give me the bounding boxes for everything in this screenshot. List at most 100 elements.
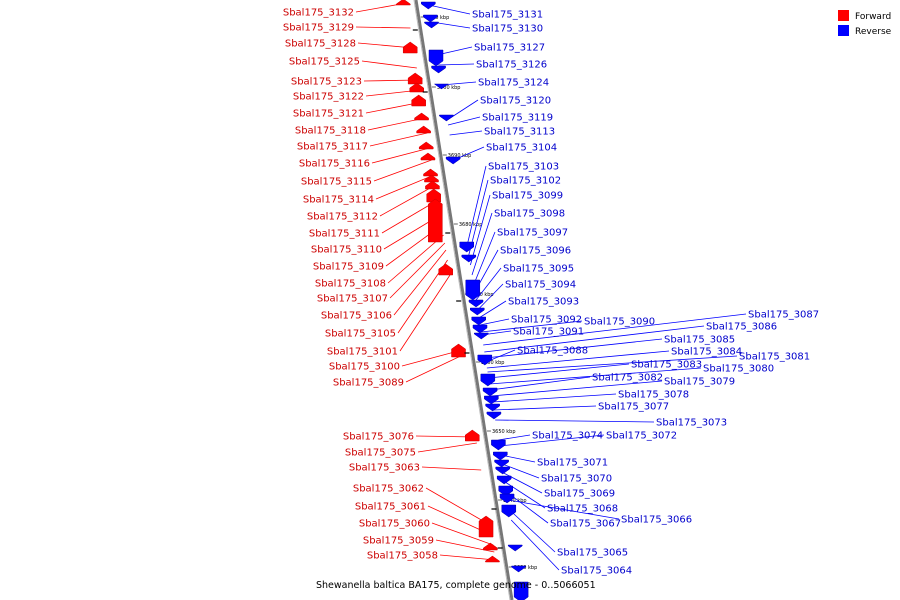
reverse-gene-label: Sbal175_3072 <box>606 431 677 442</box>
reverse-connector <box>510 519 560 571</box>
forward-gene-label: Sbal175_3060 <box>359 519 430 530</box>
forward-gene-label: Sbal175_3059 <box>363 536 434 547</box>
reverse-gene <box>433 83 450 90</box>
forward-gene <box>414 112 429 121</box>
reverse-gene <box>482 387 498 397</box>
forward-gene-label: Sbal175_3063 <box>349 463 420 474</box>
forward-gene <box>428 198 443 243</box>
forward-gene-label: Sbal175_3132 <box>283 8 354 19</box>
reverse-connector <box>477 283 504 311</box>
forward-gene <box>416 125 431 134</box>
reverse-connector <box>487 355 738 373</box>
forward-gene-label: Sbal175_3121 <box>293 109 364 120</box>
reverse-gene-label: Sbal175_3074 <box>532 431 603 442</box>
gene-labels: Sbal175_3132 Sbal175_3129 Sbal175_3128 Sbal… <box>283 8 819 577</box>
forward-gene-label: Sbal175_3089 <box>333 378 404 389</box>
legend-forward-label: Forward <box>855 12 891 22</box>
forward-connector <box>421 466 482 471</box>
forward-connector <box>417 442 477 453</box>
reverse-connector <box>507 499 620 520</box>
forward-gene-label: Sbal175_3101 <box>327 347 398 358</box>
reverse-connector <box>502 463 540 479</box>
forward-gene <box>438 263 453 276</box>
reverse-gene <box>499 493 515 504</box>
reverse-gene <box>423 14 438 23</box>
reverse-gene <box>493 451 508 461</box>
reverse-gene-label: Sbal175_3120 <box>480 96 551 107</box>
reverse-gene-label: Sbal175_3094 <box>505 280 576 291</box>
forward-connector <box>369 132 428 147</box>
reverse-gene <box>484 395 499 405</box>
reverse-connector <box>500 454 536 463</box>
reverse-gene-label: Sbal175_3091 <box>513 327 584 338</box>
reverse-gene-label: Sbal175_3119 <box>482 113 553 124</box>
forward-gene <box>451 343 466 358</box>
reverse-gene-label: Sbal175_3073 <box>656 418 727 429</box>
reverse-gene <box>511 565 526 573</box>
reverse-connector <box>475 267 502 301</box>
reverse-gene <box>465 279 481 301</box>
reverse-gene-label: Sbal175_3081 <box>739 352 810 363</box>
reverse-gene <box>445 156 461 165</box>
forward-gene-label: Sbal175_3122 <box>293 92 364 103</box>
reverse-connector <box>483 313 747 346</box>
forward-connector <box>375 174 435 200</box>
reverse-gene <box>495 466 510 475</box>
forward-gene-label: Sbal175_3125 <box>289 57 360 68</box>
forward-connector <box>431 522 494 546</box>
reverse-gene-label: Sbal175_3079 <box>664 377 735 388</box>
reverse-gene <box>498 485 514 497</box>
reverse-gene <box>471 316 486 326</box>
reverse-gene-label: Sbal175_3067 <box>550 519 621 530</box>
reverse-gene <box>494 459 509 468</box>
tick-label: 3690 kbp <box>448 153 472 159</box>
forward-gene <box>483 542 498 551</box>
reverse-gene-label: Sbal175_3092 <box>511 315 582 326</box>
forward-gene-label: Sbal175_3061 <box>355 502 426 513</box>
forward-gene <box>424 174 439 183</box>
forward-gene-label: Sbal175_3123 <box>291 77 362 88</box>
reverse-gene <box>477 354 493 366</box>
forward-gene <box>409 82 425 93</box>
reverse-gene-label: Sbal175_3103 <box>488 162 559 173</box>
reverse-gene-label: Sbal175_3086 <box>706 322 777 333</box>
forward-connector <box>361 60 417 69</box>
forward-gene <box>423 168 438 177</box>
reverse-gene-label: Sbal175_3082 <box>592 373 663 384</box>
forward-connector <box>373 159 432 182</box>
reverse-connector <box>490 376 591 391</box>
reverse-connector <box>485 338 663 359</box>
forward-gene <box>418 141 434 150</box>
forward-gene-label: Sbal175_3128 <box>285 39 356 50</box>
reverse-gene-label: Sbal175_3127 <box>474 43 545 54</box>
reverse-gene <box>496 475 512 485</box>
forward-gene-label: Sbal175_3107 <box>317 294 388 305</box>
reverse-gene <box>424 21 439 29</box>
forward-gene <box>485 555 500 563</box>
reverse-gene <box>439 114 454 122</box>
reverse-gene-label: Sbal175_3071 <box>537 458 608 469</box>
reverse-connector <box>493 405 597 411</box>
forward-gene-label: Sbal175_3110 <box>311 245 382 256</box>
reverse-gene <box>468 299 484 308</box>
forward-connector <box>405 354 463 383</box>
reverse-gene-label: Sbal175_3077 <box>598 402 669 413</box>
genome-backbone <box>414 0 514 600</box>
reverse-gene-label: Sbal175_3096 <box>500 246 571 257</box>
forward-gene <box>425 180 440 190</box>
reverse-gene-label: Sbal175_3080 <box>703 364 774 375</box>
reverse-connector <box>466 165 487 246</box>
reverse-connector <box>509 509 556 553</box>
reverse-connector <box>486 350 670 369</box>
gene-glyphs <box>396 0 529 600</box>
forward-gene-label: Sbal175_3076 <box>343 432 414 443</box>
reverse-connector <box>491 380 663 397</box>
forward-connector <box>399 274 451 352</box>
forward-gene <box>407 72 423 85</box>
reverse-gene-label: Sbal175_3084 <box>671 347 742 358</box>
forward-gene-label: Sbal175_3109 <box>313 262 384 273</box>
reverse-gene <box>421 1 436 10</box>
forward-gene-label: Sbal175_3062 <box>353 484 424 495</box>
reverse-connector <box>488 363 630 379</box>
reverse-connector <box>438 63 475 66</box>
